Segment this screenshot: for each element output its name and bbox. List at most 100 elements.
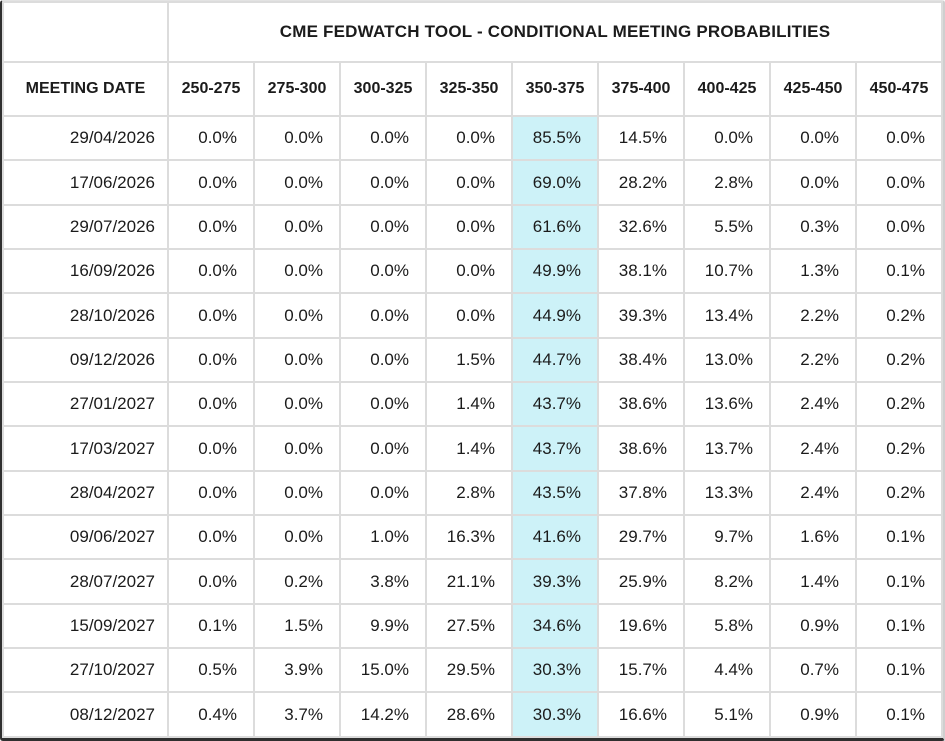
meeting-date-cell: 27/01/2027: [2, 381, 169, 428]
probability-cell: 9.7%: [683, 514, 771, 561]
probability-cell: 0.9%: [769, 691, 857, 738]
probability-cell: 43.7%: [511, 381, 599, 428]
probability-cell: 13.4%: [683, 292, 771, 339]
rate-range-column-header: 275-300: [253, 61, 341, 117]
probability-cell: 0.3%: [769, 203, 857, 251]
probability-cell: 38.6%: [597, 381, 685, 428]
meeting-date-cell: 17/06/2026: [2, 159, 169, 206]
probability-cell: 0.0%: [253, 336, 341, 384]
probability-cell: 0.1%: [855, 248, 943, 295]
probability-cell: 0.0%: [167, 292, 255, 339]
probability-cell: 0.0%: [339, 381, 427, 428]
probability-cell: 0.0%: [253, 248, 341, 295]
meeting-date-cell: 28/10/2026: [2, 292, 169, 339]
rate-range-column-header: 300-325: [339, 61, 427, 117]
probability-cell: 3.8%: [339, 558, 427, 605]
probability-cell: 0.2%: [855, 292, 943, 339]
probability-cell: 38.6%: [597, 425, 685, 472]
probability-cell: 1.4%: [769, 558, 857, 605]
probability-cell: 15.7%: [597, 647, 685, 694]
probability-cell: 14.5%: [597, 114, 685, 162]
table-row: 17/06/2026 0.0% 0.0% 0.0% 0.0% 69.0% 28.2% 2.8%…: [2, 159, 943, 206]
rate-range-column-header: 350-375: [511, 61, 599, 117]
table-row: 16/09/2026 0.0% 0.0% 0.0% 0.0% 49.9% 38.1% 10.7…: [2, 248, 943, 295]
probability-cell: 32.6%: [597, 203, 685, 251]
rate-range-column-header: 400-425: [683, 61, 771, 117]
table-row: 08/12/2027 0.4% 3.7% 14.2% 28.6% 30.3% 16.6% 5.…: [2, 691, 943, 738]
probability-cell: 43.5%: [511, 469, 599, 517]
probability-cell: 41.6%: [511, 514, 599, 561]
rate-range-column-header: 425-450: [769, 61, 857, 117]
probability-cell: 0.0%: [167, 469, 255, 517]
rate-range-column-header: 325-350: [425, 61, 513, 117]
probability-cell: 0.0%: [425, 248, 513, 295]
probability-cell: 0.0%: [769, 159, 857, 206]
probability-cell: 3.9%: [253, 647, 341, 694]
probability-cell: 0.0%: [339, 336, 427, 384]
probability-cell: 1.6%: [769, 514, 857, 561]
probability-cell: 44.9%: [511, 292, 599, 339]
probability-cell: 37.8%: [597, 469, 685, 517]
probability-cell: 0.0%: [769, 114, 857, 162]
probability-cell: 29.7%: [597, 514, 685, 561]
probability-cell: 3.7%: [253, 691, 341, 738]
probability-cell: 0.0%: [339, 159, 427, 206]
probability-cell: 9.9%: [339, 602, 427, 650]
probability-cell: 0.0%: [167, 203, 255, 251]
probability-cell: 16.6%: [597, 691, 685, 738]
probability-cell: 0.2%: [855, 425, 943, 472]
probability-cell: 5.8%: [683, 602, 771, 650]
meeting-date-cell: 27/10/2027: [2, 647, 169, 694]
probability-cell: 61.6%: [511, 203, 599, 251]
probability-cell: 0.0%: [425, 114, 513, 162]
probability-cell: 28.6%: [425, 691, 513, 738]
probability-cell: 0.0%: [339, 292, 427, 339]
probability-cell: 30.3%: [511, 691, 599, 738]
probability-cell: 29.5%: [425, 647, 513, 694]
probability-cell: 0.1%: [855, 602, 943, 650]
probability-cell: 2.8%: [683, 159, 771, 206]
probability-cell: 5.5%: [683, 203, 771, 251]
probability-cell: 49.9%: [511, 248, 599, 295]
probability-cell: 1.5%: [425, 336, 513, 384]
probability-cell: 0.0%: [167, 425, 255, 472]
probability-cell: 2.2%: [769, 292, 857, 339]
probability-cell: 1.3%: [769, 248, 857, 295]
probability-cell: 0.2%: [855, 469, 943, 517]
table-row: 27/01/2027 0.0% 0.0% 0.0% 1.4% 43.7% 38.6% 13.6…: [2, 381, 943, 428]
probability-cell: 0.1%: [855, 558, 943, 605]
probability-cell: 30.3%: [511, 647, 599, 694]
meeting-date-cell: 15/09/2027: [2, 602, 169, 650]
probability-cell: 1.4%: [425, 425, 513, 472]
probability-cell: 0.0%: [253, 203, 341, 251]
probability-cell: 0.0%: [855, 159, 943, 206]
probability-cell: 0.0%: [253, 114, 341, 162]
probability-cell: 21.1%: [425, 558, 513, 605]
probability-cell: 19.6%: [597, 602, 685, 650]
probability-cell: 0.0%: [167, 336, 255, 384]
corner-empty-cell: [2, 1, 169, 63]
table-row: 17/03/2027 0.0% 0.0% 0.0% 1.4% 43.7% 38.6% 13.7…: [2, 425, 943, 472]
probability-cell: 69.0%: [511, 159, 599, 206]
probability-cell: 0.0%: [253, 381, 341, 428]
probability-cell: 13.6%: [683, 381, 771, 428]
table-row: 28/10/2026 0.0% 0.0% 0.0% 0.0% 44.9% 39.3% 13.4…: [2, 292, 943, 339]
table-row: 29/07/2026 0.0% 0.0% 0.0% 0.0% 61.6% 32.6% 5.5%…: [2, 203, 943, 251]
probability-cell: 1.4%: [425, 381, 513, 428]
rate-range-column-header: 375-400: [597, 61, 685, 117]
probability-cell: 39.3%: [597, 292, 685, 339]
probability-cell: 38.4%: [597, 336, 685, 384]
probability-cell: 0.7%: [769, 647, 857, 694]
probability-cell: 0.0%: [167, 381, 255, 428]
probability-cell: 2.4%: [769, 469, 857, 517]
rate-range-column-header: 450-475: [855, 61, 943, 117]
probability-cell: 0.0%: [425, 292, 513, 339]
probability-cell: 39.3%: [511, 558, 599, 605]
probability-cell: 0.0%: [253, 425, 341, 472]
probability-cell: 14.2%: [339, 691, 427, 738]
meeting-date-cell: 17/03/2027: [2, 425, 169, 472]
probability-cell: 0.0%: [339, 248, 427, 295]
probability-cell: 38.1%: [597, 248, 685, 295]
probability-cell: 0.0%: [339, 469, 427, 517]
probability-cell: 43.7%: [511, 425, 599, 472]
